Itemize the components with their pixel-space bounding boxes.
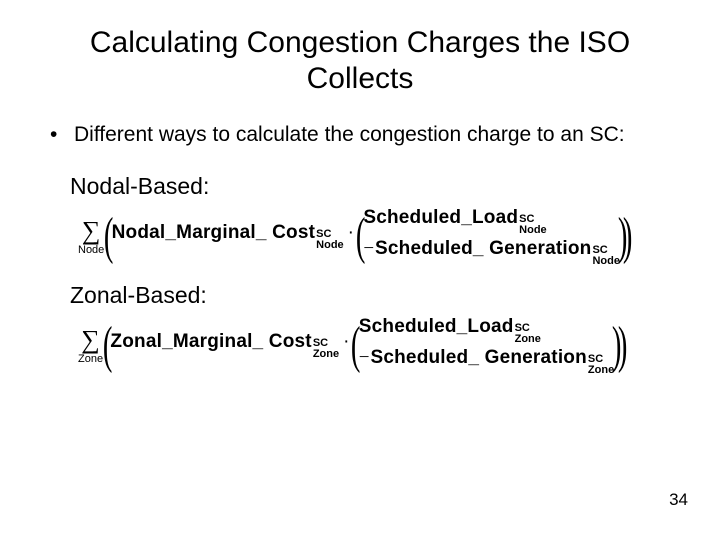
paren-open-outer: ( — [104, 214, 114, 261]
nodal-cost-term: Nodal_Marginal_ Cost SC Node — [112, 222, 344, 252]
nodal-label: Nodal-Based: — [70, 173, 680, 200]
sigma-symbol: ∑ — [82, 218, 101, 244]
sigma-nodal: ∑ Node — [78, 218, 104, 256]
paren-open-inner: ( — [356, 214, 366, 261]
paren-close-outer: ) — [623, 214, 633, 261]
zonal-label: Zonal-Based: — [70, 282, 680, 309]
paren-open-outer: ( — [103, 323, 113, 370]
page-number: 34 — [669, 490, 688, 510]
slide-title: Calculating Congestion Charges the ISO C… — [40, 25, 680, 97]
nodal-formula: ∑ Node ( Nodal_Marginal_ Cost SC Node · … — [78, 206, 680, 268]
bullet-text: Different ways to calculate the congesti… — [74, 122, 625, 148]
nodal-load-term: Scheduled_Load SC Node — [363, 206, 620, 237]
multiply-dot: · — [343, 331, 349, 353]
zonal-formula: ∑ Zone ( Zonal_Marginal_ Cost SC Zone · … — [78, 315, 680, 377]
multiply-dot: · — [348, 222, 354, 244]
zonal-gen-term: − Scheduled_ Generation SC Zone — [359, 346, 614, 377]
sigma-sub: Zone — [78, 354, 103, 365]
bullet-item: • Different ways to calculate the conges… — [50, 122, 680, 148]
paren-close-outer: ) — [617, 323, 627, 370]
nodal-load-gen-stack: Scheduled_Load SC Node − Scheduled_ Gene… — [363, 206, 620, 268]
zonal-cost-term: Zonal_Marginal_ Cost SC Zone — [110, 331, 339, 361]
zonal-load-gen-stack: Scheduled_Load SC Zone − Scheduled_ Gene… — [359, 315, 614, 377]
slide: Calculating Congestion Charges the ISO C… — [0, 0, 720, 540]
zonal-load-term: Scheduled_Load SC Zone — [359, 315, 614, 346]
sigma-symbol: ∑ — [81, 327, 100, 353]
sigma-zonal: ∑ Zone — [78, 327, 103, 365]
bullet-marker: • — [50, 122, 74, 148]
paren-open-inner: ( — [351, 323, 361, 370]
nodal-gen-term: − Scheduled_ Generation SC Node — [363, 237, 620, 268]
sigma-sub: Node — [78, 245, 104, 256]
